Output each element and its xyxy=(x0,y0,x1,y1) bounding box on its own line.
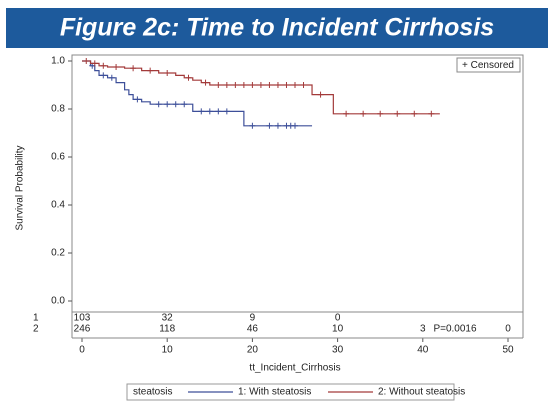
censor-mark xyxy=(202,79,209,86)
censor-mark xyxy=(343,110,350,117)
censor-mark xyxy=(394,110,401,117)
plot-frame xyxy=(71,54,524,313)
x-axis-label: tt_Incident_Cirrhosis xyxy=(249,363,340,374)
censored-label: + Censored xyxy=(462,60,514,71)
censor-mark xyxy=(215,82,222,88)
legend-label: 1: With steatosis xyxy=(238,387,311,398)
at-risk-count: 246 xyxy=(74,324,91,335)
at-risk-count: 10 xyxy=(332,324,344,335)
censor-mark xyxy=(147,67,154,74)
x-tick-label: 10 xyxy=(162,345,174,356)
at-risk-count: 32 xyxy=(162,313,174,324)
censor-mark xyxy=(215,108,222,115)
y-tick-label: 0.0 xyxy=(51,296,65,307)
y-tick-label: 0.2 xyxy=(51,248,65,259)
survival-line xyxy=(82,60,313,127)
y-tick-label: 0.8 xyxy=(51,104,65,115)
at-risk-count: 0 xyxy=(335,313,341,324)
censor-mark xyxy=(232,82,239,88)
censor-mark xyxy=(134,96,141,103)
censor-mark xyxy=(130,65,137,72)
censored-box xyxy=(456,57,521,73)
censor-mark xyxy=(249,122,256,129)
censor-mark xyxy=(317,91,324,98)
censor-mark xyxy=(100,72,107,79)
censor-mark xyxy=(266,122,273,129)
censor-mark xyxy=(257,82,264,88)
risk-row-label: 1 xyxy=(33,313,39,324)
at-risk-count: 9 xyxy=(250,313,256,324)
censor-mark xyxy=(108,74,115,81)
p-value: P=0.0016 xyxy=(433,324,477,335)
x-tick-label: 30 xyxy=(332,345,344,356)
x-tick-label: 20 xyxy=(247,345,259,356)
at-risk-count: 3 xyxy=(420,324,426,335)
censor-mark xyxy=(428,110,435,117)
legend-title: steatosis xyxy=(133,387,172,398)
y-tick-label: 1.0 xyxy=(51,56,65,67)
y-tick-label: 0.4 xyxy=(51,200,65,211)
censor-mark xyxy=(113,64,120,70)
censor-mark xyxy=(274,122,281,129)
title-banner xyxy=(6,8,548,48)
censor-mark xyxy=(300,82,307,88)
censor-mark xyxy=(91,60,98,67)
censor-mark xyxy=(292,82,298,88)
censor-mark xyxy=(223,108,230,115)
censor-mark xyxy=(206,108,213,115)
censor-mark xyxy=(198,108,205,115)
censor-mark xyxy=(292,122,298,129)
censor-mark xyxy=(240,82,247,88)
censor-mark xyxy=(164,101,171,108)
chart-title: Figure 2c: Time to Incident Cirrhosis xyxy=(60,14,494,42)
censor-mark xyxy=(185,74,192,81)
censor-mark xyxy=(223,82,230,88)
censor-mark xyxy=(83,58,90,64)
censor-mark xyxy=(100,62,107,69)
censor-mark xyxy=(266,82,273,88)
censor-mark xyxy=(181,101,188,108)
at-risk-count: 103 xyxy=(74,313,91,324)
censor-mark xyxy=(164,70,171,76)
legend-label: 2: Without steatosis xyxy=(378,387,465,398)
x-tick-label: 0 xyxy=(79,345,85,356)
censor-mark xyxy=(274,82,281,88)
censor-mark xyxy=(172,101,179,108)
risk-row-label: 2 xyxy=(33,324,39,335)
legend-box xyxy=(126,383,455,401)
at-risk-count: 46 xyxy=(247,324,259,335)
at-risk-count: 0 xyxy=(505,324,511,335)
x-tick-label: 50 xyxy=(502,345,514,356)
censor-mark xyxy=(377,110,384,117)
censor-mark xyxy=(155,101,162,108)
y-axis-label: Survival Probability xyxy=(15,145,26,230)
y-tick-label: 0.6 xyxy=(51,152,65,163)
censor-mark xyxy=(411,110,418,117)
censor-mark xyxy=(249,82,256,88)
x-tick-label: 40 xyxy=(417,345,429,356)
censor-mark xyxy=(360,110,367,117)
censor-mark xyxy=(283,82,290,88)
at-risk-count: 118 xyxy=(159,324,175,335)
